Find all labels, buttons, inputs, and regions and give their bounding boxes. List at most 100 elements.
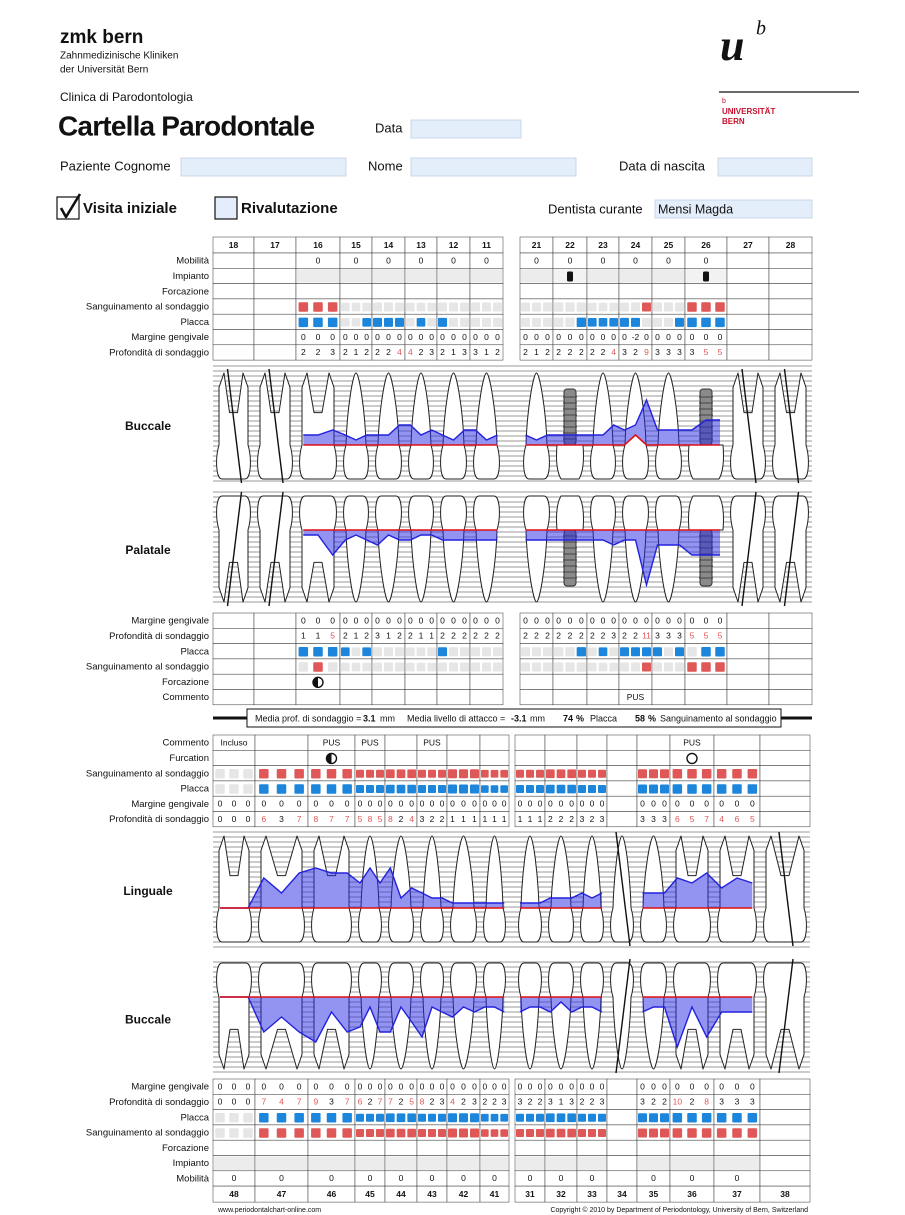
gingival-margin: 0	[482, 1081, 487, 1091]
bleeding-marker	[298, 302, 309, 312]
table-cell	[384, 1139, 418, 1156]
gingival-margin: 0	[704, 1081, 709, 1091]
plaque-marker	[493, 317, 502, 327]
gingival-margin: 0	[538, 1081, 543, 1091]
table-cell	[469, 283, 504, 300]
gingival-margin: 0	[343, 615, 348, 625]
probing-depth: 2	[601, 347, 606, 357]
brand: zmk bern	[60, 27, 143, 48]
probing-depth: 7	[329, 814, 334, 824]
missing-tooth-strike	[226, 368, 243, 484]
probing-depth: 3	[677, 347, 682, 357]
plaque-marker	[620, 647, 629, 657]
table-cell	[669, 1139, 715, 1156]
gingival-margin: 0	[440, 799, 445, 809]
tooth-number: 35	[649, 1189, 659, 1199]
tooth	[216, 835, 252, 943]
pocket-area	[303, 530, 498, 555]
probing-depth: 7	[297, 1097, 302, 1107]
summary-percent: %	[648, 713, 656, 723]
plaque-marker	[543, 647, 552, 657]
surname-input[interactable]	[180, 157, 347, 177]
name-input[interactable]	[410, 157, 577, 177]
gingival-margin: 0	[690, 615, 695, 625]
plaque-marker	[675, 317, 684, 327]
probing-depth: 2	[568, 347, 573, 357]
table-cell	[726, 673, 770, 690]
mobility-value: 0	[329, 1173, 334, 1183]
implant-cell	[373, 269, 404, 283]
table-cell	[384, 750, 418, 766]
probing-depth: 1	[354, 347, 359, 357]
plaque-marker	[536, 785, 544, 794]
missing-tooth-strike	[783, 368, 800, 484]
plaque-marker	[470, 784, 479, 794]
probing-depth: 5	[704, 631, 709, 641]
tooth-number-cell	[479, 1185, 510, 1203]
tooth-number: 37	[732, 1189, 742, 1199]
table-cell	[514, 750, 546, 766]
bleeding-marker	[664, 302, 673, 312]
bleeding-marker	[396, 1128, 406, 1138]
row-label: Placca	[180, 1112, 209, 1123]
tooth-number: 47	[277, 1189, 287, 1199]
plaque-marker	[638, 1113, 647, 1123]
tooth-number: 27	[743, 240, 753, 250]
mobility-value: 0	[651, 1173, 656, 1183]
attachment-line	[525, 539, 720, 588]
tooth-number: 23	[598, 240, 608, 250]
bleeding-marker	[356, 769, 364, 778]
gingival-margin: 0	[719, 799, 724, 809]
date-input[interactable]	[410, 119, 522, 139]
table-cell	[726, 252, 770, 269]
tooth	[216, 372, 251, 480]
footer-website: www.periodontalchart-online.com	[217, 1207, 321, 1214]
probing-depth: 1	[450, 814, 455, 824]
bleeding-marker	[243, 769, 253, 779]
birth-input[interactable]	[717, 157, 813, 177]
tooth-number: 33	[587, 1189, 597, 1199]
bleeding-marker	[609, 302, 618, 312]
bleeding-marker	[438, 662, 447, 672]
gingival-margin: 0	[316, 332, 321, 342]
table-cell	[606, 1170, 638, 1187]
bleeding-marker	[747, 769, 758, 779]
table-cell	[606, 734, 638, 751]
bleeding-marker	[351, 662, 361, 672]
bleeding-marker	[649, 769, 658, 779]
summary-unit: mm	[380, 713, 395, 723]
tooth-number: 24	[631, 240, 641, 250]
plaque-marker	[406, 318, 415, 327]
row-label: Forcazione	[162, 1143, 209, 1154]
summary-plaque-label: Placca	[590, 713, 617, 723]
brand-line: der Universität Bern	[60, 65, 148, 76]
gingival-margin: 0	[719, 1081, 724, 1091]
tooth-number: 46	[327, 1189, 337, 1199]
plaque-marker	[384, 317, 393, 327]
tooth	[763, 835, 807, 943]
dentist-value: Mensi Magda	[658, 202, 733, 216]
pocket-area	[525, 530, 720, 585]
gingival-margin: 0	[408, 615, 413, 625]
bleeding-marker	[565, 662, 575, 672]
tooth-number: 44	[396, 1189, 406, 1199]
probing-depth: 2	[316, 347, 321, 357]
gingival-margin: 0	[450, 799, 455, 809]
dentist-input[interactable]	[654, 199, 813, 219]
mobility-value: 0	[419, 255, 424, 265]
implant-cell	[356, 1156, 384, 1170]
bleeding-marker	[687, 1128, 697, 1138]
probing-depth: 4	[611, 347, 616, 357]
gingival-margin: 0	[408, 332, 413, 342]
table-cell	[759, 1155, 811, 1172]
probing-depth: 2	[556, 347, 561, 357]
probing-depth: 5	[330, 631, 335, 641]
checkbox[interactable]	[214, 196, 238, 220]
gingival-margin: 0	[450, 1081, 455, 1091]
bleeding-marker	[638, 769, 647, 779]
gingival-margin: 0	[232, 799, 237, 809]
table-cell	[726, 313, 770, 330]
probing-depth: 3	[600, 1097, 605, 1107]
comment: PUS	[627, 692, 645, 702]
tooth-number: 48	[229, 1189, 239, 1199]
